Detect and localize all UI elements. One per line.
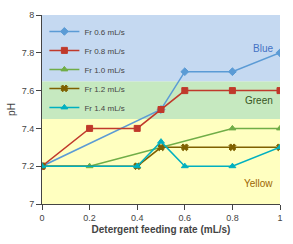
svg-text:Fr 0.8 mL/s: Fr 0.8 mL/s — [84, 47, 124, 56]
svg-text:Yellow: Yellow — [244, 178, 273, 189]
svg-text:Blue: Blue — [253, 43, 273, 54]
svg-text:7.4: 7.4 — [22, 124, 35, 134]
svg-text:Fr 1.4 mL/s: Fr 1.4 mL/s — [84, 104, 124, 113]
svg-text:7.2: 7.2 — [22, 161, 35, 171]
svg-text:Detergent feeding rate (mL/s): Detergent feeding rate (mL/s) — [92, 224, 231, 235]
svg-text:7.6: 7.6 — [22, 86, 35, 96]
svg-text:Fr 0.6 mL/s: Fr 0.6 mL/s — [84, 28, 124, 37]
svg-text:0: 0 — [39, 213, 44, 223]
svg-text:Green: Green — [245, 95, 273, 106]
svg-text:7.8: 7.8 — [22, 48, 35, 58]
svg-text:0.2: 0.2 — [83, 213, 96, 223]
svg-text:1: 1 — [277, 213, 282, 223]
svg-text:Fr 1.0 mL/s: Fr 1.0 mL/s — [84, 66, 124, 75]
svg-text:7: 7 — [29, 199, 34, 209]
svg-text:pH: pH — [6, 103, 17, 116]
svg-text:0.4: 0.4 — [131, 213, 144, 223]
svg-text:0.6: 0.6 — [179, 213, 192, 223]
svg-text:Fr 1.2 mL/s: Fr 1.2 mL/s — [84, 85, 124, 94]
svg-text:8: 8 — [29, 10, 34, 20]
svg-text:0.8: 0.8 — [226, 213, 239, 223]
